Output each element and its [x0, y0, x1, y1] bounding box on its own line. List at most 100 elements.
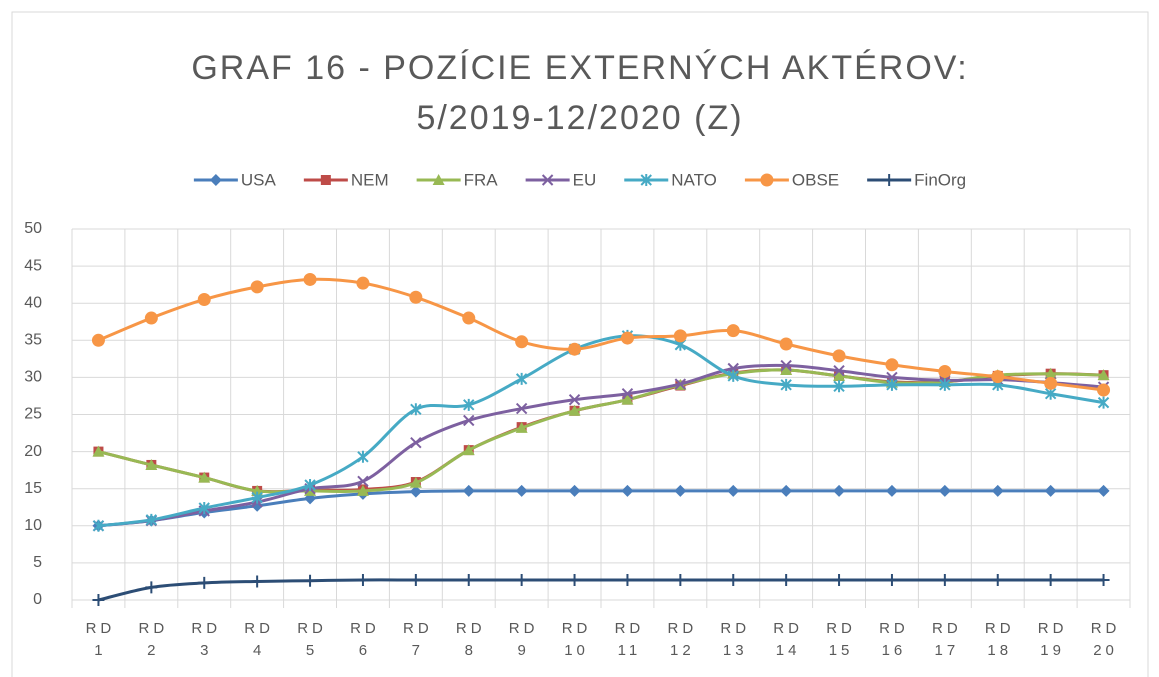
marker [357, 450, 369, 463]
marker [833, 369, 846, 381]
x-tick-label: RD 11 [614, 620, 645, 659]
marker [515, 484, 528, 497]
x-tick-label: RD 6 [350, 620, 380, 659]
y-tick-label: 0 [33, 591, 42, 608]
marker [833, 380, 845, 393]
legend-item: NATO [624, 170, 717, 189]
marker [250, 280, 264, 294]
marker [432, 174, 445, 185]
marker [304, 478, 316, 491]
marker [409, 573, 422, 586]
y-tick-label: 50 [24, 220, 42, 237]
marker [515, 573, 528, 586]
series [92, 573, 1110, 606]
marker [92, 519, 105, 532]
marker [1097, 573, 1110, 586]
marker [620, 331, 634, 345]
marker [462, 484, 475, 497]
x-tick-label: RD 20 [1090, 620, 1121, 659]
x-tick-label: RD 14 [773, 620, 803, 659]
marker [674, 573, 687, 586]
marker [991, 370, 1005, 384]
marker [779, 337, 793, 351]
legend-item: NEM [303, 170, 389, 189]
marker [1097, 484, 1110, 497]
marker [198, 576, 211, 589]
legend-label: NEM [351, 170, 389, 189]
marker [356, 276, 370, 290]
marker [621, 484, 634, 497]
marker [463, 398, 475, 411]
series [91, 272, 1111, 397]
marker [209, 174, 222, 186]
marker [780, 573, 793, 586]
marker [883, 174, 896, 186]
legend-label: USA [241, 170, 277, 189]
marker [568, 484, 581, 497]
marker [409, 476, 422, 488]
y-tick-label: 25 [24, 406, 42, 423]
marker [726, 324, 740, 338]
marker [885, 358, 899, 372]
marker [463, 414, 475, 427]
x-tick-label: RD 10 [561, 620, 592, 659]
y-tick-label: 45 [24, 257, 42, 274]
x-tick-label: RD 15 [826, 620, 856, 659]
x-tick-label: RD 13 [720, 620, 751, 659]
marker [515, 421, 528, 433]
x-tick-label: RD 12 [667, 620, 698, 659]
marker [541, 174, 554, 186]
marker [640, 174, 652, 186]
marker [832, 349, 846, 363]
marker [1044, 484, 1057, 497]
marker [462, 573, 475, 586]
legend-label: OBSE [792, 170, 839, 189]
x-tick-label: RD 2 [138, 620, 169, 659]
x-tick-label: RD 16 [879, 620, 909, 659]
marker [760, 173, 774, 187]
x-tick-label: RD 9 [508, 620, 539, 659]
marker [92, 594, 105, 606]
x-tick-label: RD 3 [191, 620, 222, 659]
marker [1044, 376, 1058, 390]
marker [251, 491, 263, 504]
x-tick-label: RD 4 [244, 620, 274, 659]
x-tick-label: RD 8 [455, 620, 486, 659]
marker [938, 573, 951, 586]
marker [409, 290, 423, 304]
legend-item: USA [193, 170, 277, 189]
x-tick-label: RD 19 [1037, 620, 1068, 659]
legend-item: FinOrg [867, 170, 966, 189]
marker [251, 484, 264, 496]
marker [991, 484, 1004, 497]
marker [198, 471, 211, 483]
marker [780, 359, 792, 372]
marker [1097, 369, 1110, 381]
marker [320, 175, 331, 185]
y-tick-label: 40 [24, 294, 42, 311]
marker [621, 573, 634, 586]
legend-label: EU [573, 170, 597, 189]
marker [674, 484, 687, 497]
marker [303, 272, 317, 286]
line [98, 334, 1104, 528]
line [98, 368, 1104, 494]
marker [727, 369, 739, 382]
series [92, 329, 1110, 532]
x-tick-label: RD 5 [297, 620, 327, 659]
y-tick-label: 10 [24, 517, 42, 534]
marker [568, 393, 581, 406]
legend-label: FinOrg [914, 170, 966, 189]
marker [833, 365, 845, 377]
marker [885, 484, 898, 497]
chart-title: 5/2019-12/2020 (Z) [416, 99, 743, 137]
y-tick-label: 15 [24, 480, 42, 497]
marker [1044, 367, 1057, 379]
legend-label: FRA [464, 170, 499, 189]
marker [568, 404, 581, 416]
marker [1097, 383, 1111, 397]
marker [1097, 396, 1110, 409]
marker [885, 573, 898, 586]
marker [92, 445, 105, 457]
marker [938, 364, 952, 378]
